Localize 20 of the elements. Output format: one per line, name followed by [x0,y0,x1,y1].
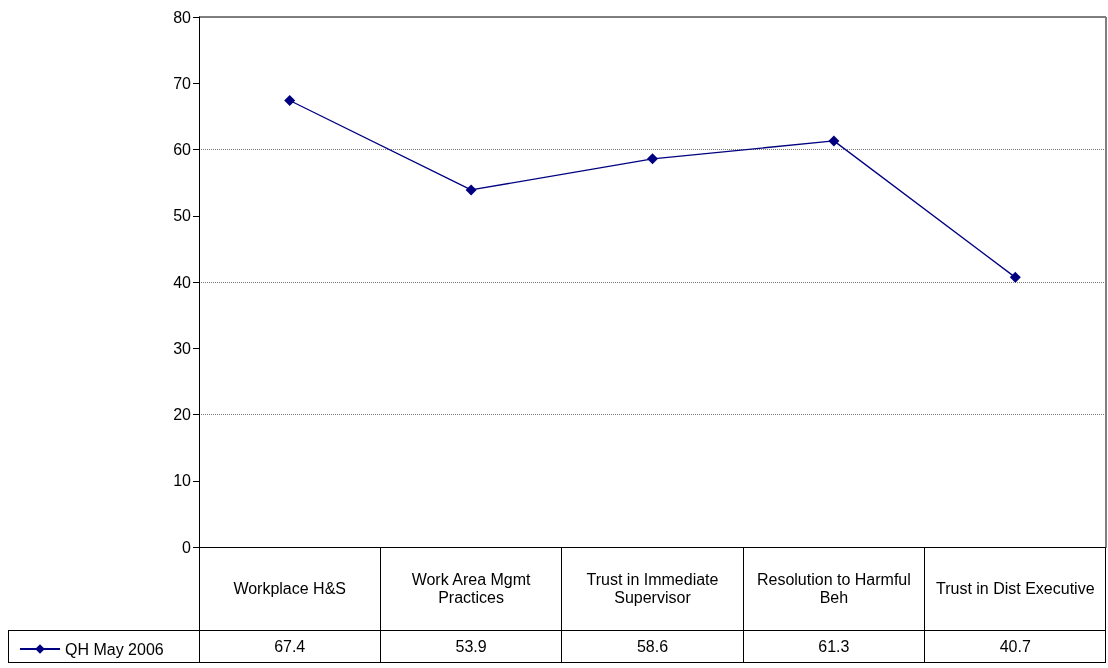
y-tick-label: 70 [173,74,192,92]
legend-label: QH May 2006 [65,640,164,658]
x-tick-label: Workplace H&S [199,547,381,631]
data-label: 67.4 [199,630,381,663]
y-tick-label: 0 [182,538,192,556]
y-tick-label: 60 [173,141,192,158]
y-tick-label: 30 [173,339,192,357]
y-tick-label: 80 [173,8,192,26]
data-label: 61.3 [743,630,925,663]
y-tick-label: 20 [173,406,192,423]
data-label: 53.9 [380,630,562,663]
y-tick-label: 50 [173,207,192,225]
x-tick-label: Trust in Immediate Supervisor [561,547,744,631]
data-label: 40.7 [924,630,1106,663]
x-tick-label: Work Area Mgmt Practices [380,547,562,631]
data-label: 58.6 [561,630,744,663]
y-tick-label: 10 [173,472,192,490]
x-tick-label: Trust in Dist Executive [924,547,1106,631]
x-tick-label: Resolution to Harmful Beh [743,547,925,631]
y-tick-label: 40 [173,273,192,291]
